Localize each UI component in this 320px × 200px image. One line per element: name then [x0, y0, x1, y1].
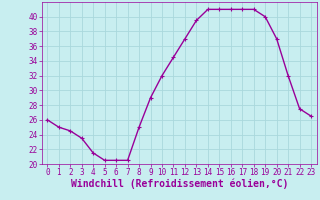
X-axis label: Windchill (Refroidissement éolien,°C): Windchill (Refroidissement éolien,°C): [70, 179, 288, 189]
